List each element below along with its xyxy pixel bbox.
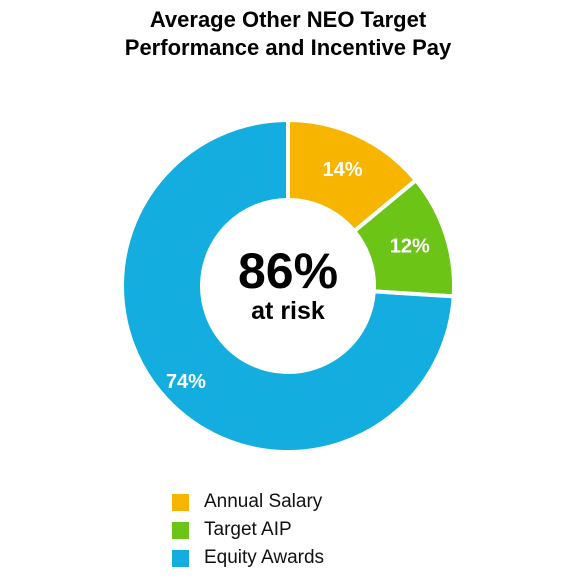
data-label-equity-awards: 74% — [166, 371, 206, 393]
legend-swatch-equity-awards — [172, 549, 189, 567]
chart-title-line-2: Performance and Incentive Pay — [124, 35, 452, 60]
center-value: 86% — [238, 243, 338, 299]
legend-swatch-annual-salary — [172, 493, 189, 511]
center-label: at risk — [251, 297, 325, 325]
chart-title-line-1: Average Other NEO Target — [149, 7, 427, 32]
legend-item-equity-awards: Equity Awards — [172, 545, 324, 571]
legend-label-equity-awards: Equity Awards — [204, 547, 325, 568]
chart-legend: Annual Salary Target AIP Equity Awards — [172, 489, 324, 573]
data-label-target-aip: 12% — [390, 235, 430, 257]
legend-swatch-target-aip — [172, 521, 189, 539]
legend-label-target-aip: Target AIP — [204, 519, 292, 540]
legend-item-target-aip: Target AIP — [172, 517, 324, 543]
chart-title: Average Other NEO Target Performance and… — [0, 6, 576, 62]
data-label-annual-salary: 14% — [322, 159, 362, 181]
legend-item-annual-salary: Annual Salary — [172, 489, 324, 515]
legend-label-annual-salary: Annual Salary — [204, 491, 323, 512]
slice-equity-awards — [120, 117, 456, 454]
